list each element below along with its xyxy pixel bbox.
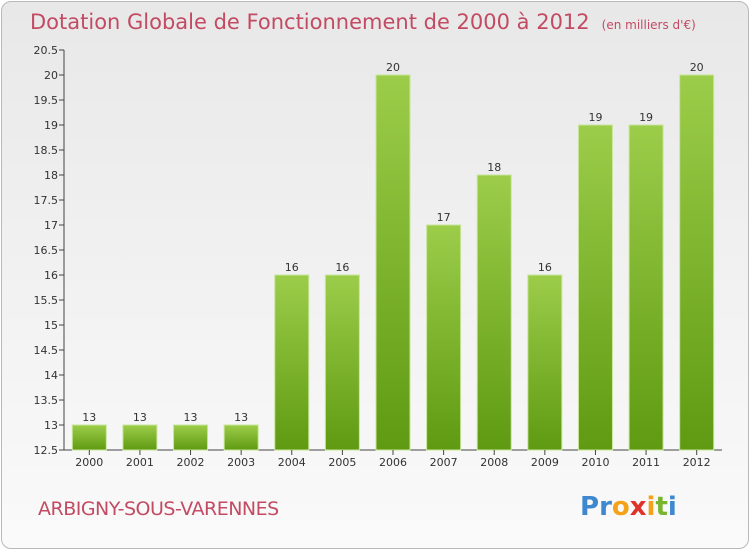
y-tick-label: 14.5 [34, 344, 59, 357]
logo-letter: o [611, 492, 630, 522]
data-label: 20 [386, 61, 400, 74]
x-tick-label: 2005 [328, 456, 356, 469]
y-tick-label: 14 [44, 369, 58, 382]
bar [71, 424, 107, 451]
y-tick-label: 15 [44, 319, 58, 332]
proxiti-logo: Proxiti [580, 492, 677, 522]
data-label: 13 [133, 411, 147, 424]
y-tick-label: 16.5 [34, 244, 59, 257]
x-tick-label: 2010 [581, 456, 609, 469]
bar [527, 274, 563, 451]
data-label: 16 [285, 261, 299, 274]
chart-title: Dotation Globale de Fonctionnement de 20… [30, 10, 696, 34]
data-label: 16 [335, 261, 349, 274]
bar [577, 124, 613, 451]
bar [375, 74, 411, 451]
data-label: 17 [437, 211, 451, 224]
data-label: 13 [184, 411, 198, 424]
x-tick-label: 2001 [126, 456, 154, 469]
bar [628, 124, 664, 451]
x-tick-label: 2000 [75, 456, 103, 469]
chart-subtitle: (en milliers d'€) [601, 18, 696, 32]
y-tick-label: 13 [44, 419, 58, 432]
y-tick-label: 13.5 [34, 394, 59, 407]
commune-name: ARBIGNY-SOUS-VARENNES [38, 498, 279, 520]
x-tick-label: 2002 [177, 456, 205, 469]
title-text: Dotation Globale de Fonctionnement de 20… [30, 10, 590, 34]
bar [223, 424, 259, 451]
bar [476, 174, 512, 451]
data-label: 16 [538, 261, 552, 274]
logo-letter: t [655, 492, 668, 522]
y-tick-label: 19.5 [34, 94, 59, 107]
bar [173, 424, 209, 451]
logo-letter: P [580, 492, 600, 522]
logo-letter: i [646, 492, 656, 522]
x-tick-label: 2007 [430, 456, 458, 469]
data-label: 19 [588, 111, 602, 124]
bar [426, 224, 462, 451]
y-tick-label: 15.5 [34, 294, 59, 307]
data-label: 18 [487, 161, 501, 174]
data-label: 19 [639, 111, 653, 124]
x-tick-label: 2011 [632, 456, 660, 469]
y-tick-label: 17.5 [34, 194, 59, 207]
y-tick-label: 17 [44, 219, 58, 232]
data-label: 13 [82, 411, 96, 424]
x-tick-label: 2012 [683, 456, 711, 469]
bar [324, 274, 360, 451]
y-tick-label: 12.5 [34, 444, 59, 457]
y-tick-label: 18 [44, 169, 58, 182]
x-tick-label: 2003 [227, 456, 255, 469]
x-tick-label: 2006 [379, 456, 407, 469]
logo-letter: i [667, 492, 677, 522]
data-label: 13 [234, 411, 248, 424]
y-tick-label: 19 [44, 119, 58, 132]
data-label: 20 [690, 61, 704, 74]
logo-letter: r [599, 492, 612, 522]
y-tick-label: 20 [44, 69, 58, 82]
y-tick-label: 20.5 [34, 44, 59, 57]
bar [274, 274, 310, 451]
x-tick-label: 2004 [278, 456, 306, 469]
y-tick-label: 16 [44, 269, 58, 282]
bar [679, 74, 715, 451]
bar [122, 424, 158, 451]
y-tick-label: 18.5 [34, 144, 59, 157]
x-tick-label: 2008 [480, 456, 508, 469]
x-tick-label: 2009 [531, 456, 559, 469]
logo-letter: x [629, 492, 647, 522]
